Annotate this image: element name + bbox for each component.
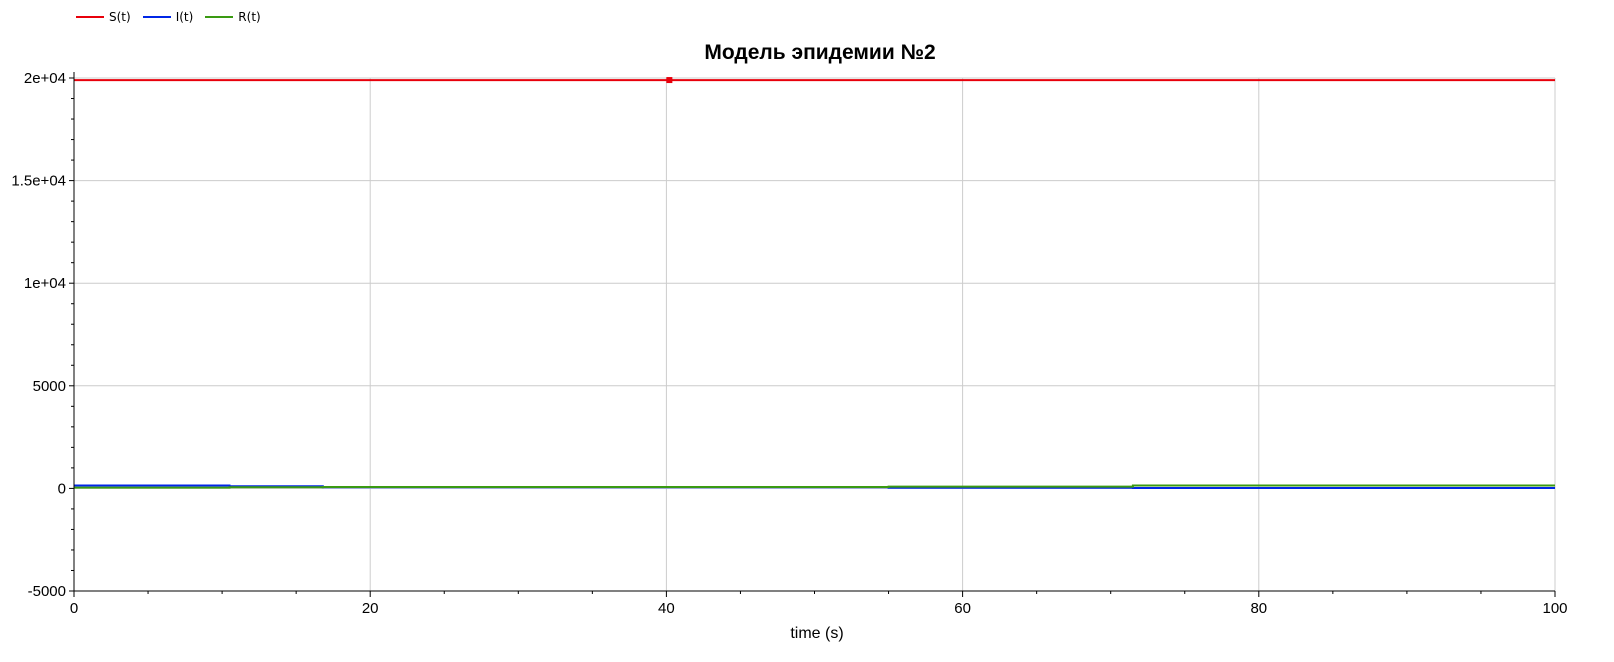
- legend-item-i[interactable]: I(t): [142, 10, 194, 24]
- x-tick-label: 60: [954, 600, 971, 617]
- x-tick-label: 20: [362, 600, 379, 617]
- series-marker: [666, 77, 673, 84]
- x-tick-label: 100: [1542, 600, 1567, 617]
- legend-label-i: I(t): [175, 10, 194, 24]
- legend-item-s[interactable]: S(t): [76, 10, 131, 24]
- x-tick-label: 40: [658, 600, 675, 617]
- y-tick-label: -5000: [28, 583, 66, 600]
- y-tick-label: 5000: [33, 378, 66, 395]
- y-tick-label: 1e+04: [24, 275, 66, 292]
- x-tick-label: 0: [70, 600, 78, 617]
- x-axis-label: time (s): [790, 625, 843, 642]
- grid-layer: [74, 77, 1556, 591]
- legend-item-r[interactable]: R(t): [205, 10, 261, 24]
- y-tick-label: 0: [58, 480, 66, 497]
- y-tick-label: 2e+04: [24, 70, 66, 87]
- legend-label-s: S(t): [109, 10, 131, 24]
- legend-swatch-i: [142, 16, 171, 18]
- legend: S(t) I(t) R(t): [76, 9, 273, 25]
- y-tick-label: 1.5e+04: [11, 173, 66, 190]
- x-tick-label: 80: [1250, 600, 1267, 617]
- legend-swatch-s: [76, 16, 104, 18]
- series-layer: [74, 77, 1555, 489]
- legend-label-r: R(t): [238, 10, 261, 24]
- chart-title: Модель эпидемии №2: [704, 41, 935, 64]
- series-line-rt: [74, 484, 1555, 489]
- legend-swatch-r: [205, 16, 234, 18]
